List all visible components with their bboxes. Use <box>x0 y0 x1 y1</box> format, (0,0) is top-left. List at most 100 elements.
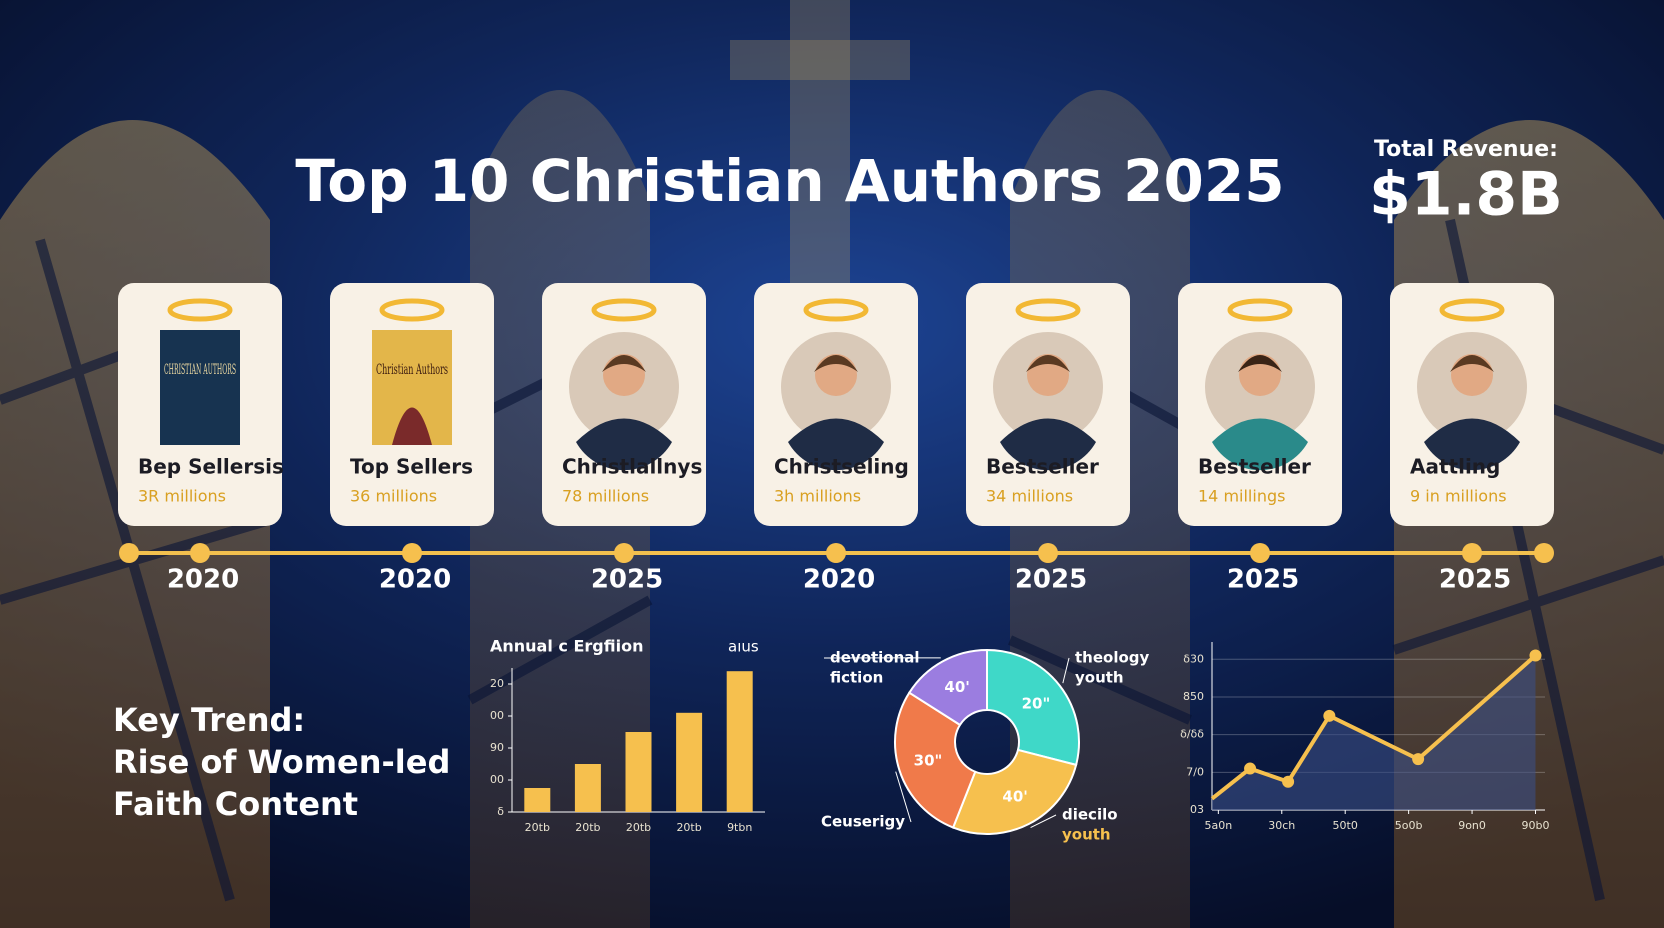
portrait-body <box>1212 418 1308 471</box>
portrait-hair <box>1450 355 1494 372</box>
author-sales: 36 millions <box>350 487 437 506</box>
author-name: Christseling <box>774 455 909 479</box>
line-point <box>1282 775 1295 788</box>
slice-text: 20" <box>1022 694 1051 712</box>
slice-label: fiction <box>830 669 883 687</box>
pie-slice <box>951 748 1078 835</box>
bar-annotation: aıus <box>728 638 759 656</box>
timeline-dot <box>614 543 634 563</box>
halo <box>803 298 869 322</box>
y-tick-label: 7/0 <box>1186 765 1204 778</box>
slice-label: Ceuserigy <box>821 813 905 831</box>
author-name: Top Sellers <box>350 455 473 479</box>
portrait-hair <box>1238 355 1282 372</box>
bar <box>524 788 551 812</box>
timeline-year: 2025 <box>1227 565 1299 595</box>
halo <box>1439 298 1505 322</box>
line-point <box>1529 649 1542 662</box>
timeline-year: 2020 <box>167 565 239 595</box>
revenue-label: Total Revenue: <box>1374 137 1558 162</box>
y-tick-label: 03 <box>1190 803 1204 816</box>
timeline-year: 2025 <box>1439 565 1511 595</box>
x-tick-label: 9tbn <box>727 821 752 834</box>
timeline-dot <box>190 543 210 563</box>
book-figure <box>392 407 432 445</box>
author-card: Christlallnys 78 millions <box>542 283 706 526</box>
slice-label: youth <box>1075 669 1124 687</box>
author-card: Aattling 9 in millions <box>1390 283 1554 526</box>
title: Top 10 Christian Authors 2025 <box>295 147 1284 215</box>
timeline-dot <box>1038 543 1058 563</box>
content: CHRISTIAN AUTHORS Bep Sellersis 3R million… <box>113 283 1554 844</box>
portrait-hair <box>814 355 858 372</box>
y-tick-label: 850 <box>1183 690 1204 703</box>
line <box>1210 654 1537 801</box>
leader-line <box>1062 657 1070 684</box>
y-tick-label: δ <box>497 805 504 818</box>
book-cover <box>160 330 240 445</box>
author-name: Christlallnys <box>562 455 702 479</box>
timeline-dot <box>1462 543 1482 563</box>
author-sales: 14 millings <box>1198 487 1285 506</box>
book-title: CHRISTIAN AUTHORS <box>164 362 236 378</box>
halo <box>1227 298 1293 322</box>
x-tick-label: 50t0 <box>1333 819 1358 832</box>
bar <box>574 764 601 812</box>
pie-slice <box>907 648 988 727</box>
y-tick-label: δ/δδ <box>1180 728 1204 741</box>
author-card: Christian Authors Top Sellers 36 millions <box>330 283 494 526</box>
timeline-dot <box>119 543 139 563</box>
y-tick-label: 00 <box>490 709 504 722</box>
slice-text: 40' <box>944 678 969 696</box>
key-trend-line: Faith Content <box>113 785 358 823</box>
halo <box>379 298 445 322</box>
portrait-body <box>788 418 884 471</box>
timeline-dot <box>1534 543 1554 563</box>
author-sales: 78 millions <box>562 487 649 506</box>
x-tick-label: 20tb <box>575 821 600 834</box>
author-sales: 3R millions <box>138 487 226 506</box>
key-trend-line: Rise of Women-led <box>113 743 450 781</box>
bar-title: Annual c Ergfiion <box>490 637 643 656</box>
book-title: Christian Authors <box>376 362 448 378</box>
halo <box>167 298 233 322</box>
slice-label: devotional <box>830 649 920 667</box>
key-trend-line: Key Trend: <box>113 701 305 739</box>
timeline-dot <box>1250 543 1270 563</box>
author-card: Bestseller 14 millings <box>1178 283 1342 526</box>
x-tick-label: 5o0b <box>1395 819 1423 832</box>
x-tick-label: 9on0 <box>1458 819 1486 832</box>
bar <box>726 671 753 812</box>
x-tick-label: 90b0 <box>1521 819 1549 832</box>
line-point <box>1323 709 1336 722</box>
author-sales: 3h millions <box>774 487 861 506</box>
y-tick-label: 00 <box>490 773 504 786</box>
leader-line <box>1030 814 1057 828</box>
portrait-body <box>1000 418 1096 471</box>
author-card: CHRISTIAN AUTHORS Bep Sellersis 3R million… <box>118 283 284 526</box>
bar <box>676 712 703 812</box>
halo <box>1015 298 1081 322</box>
author-card: Bestseller 34 millions <box>966 283 1130 526</box>
author-card: Christseling 3h millions <box>754 283 918 526</box>
author-name: Bep Sellersis <box>138 455 284 479</box>
y-tick-label: 90 <box>490 741 504 754</box>
portrait-body <box>1424 418 1520 471</box>
halo <box>591 298 657 322</box>
x-tick-label: 20tb <box>676 821 701 834</box>
author-name: Bestseller <box>1198 455 1311 479</box>
x-tick-label: 30ch <box>1268 819 1295 832</box>
slice-label: theology <box>1075 649 1150 667</box>
author-sales: 9 in millions <box>1410 487 1507 506</box>
x-tick-label: 5a0n <box>1204 819 1232 832</box>
slice-text: 40' <box>1002 788 1027 806</box>
timeline-year: 2020 <box>379 565 451 595</box>
slice-label: diecilo <box>1062 806 1118 824</box>
bar <box>625 732 652 812</box>
slice-text: 30" <box>914 752 943 770</box>
line-point <box>1244 762 1257 775</box>
author-name: Aattling <box>1410 455 1500 479</box>
x-tick-label: 20tb <box>525 821 550 834</box>
portrait-hair <box>1026 355 1070 372</box>
